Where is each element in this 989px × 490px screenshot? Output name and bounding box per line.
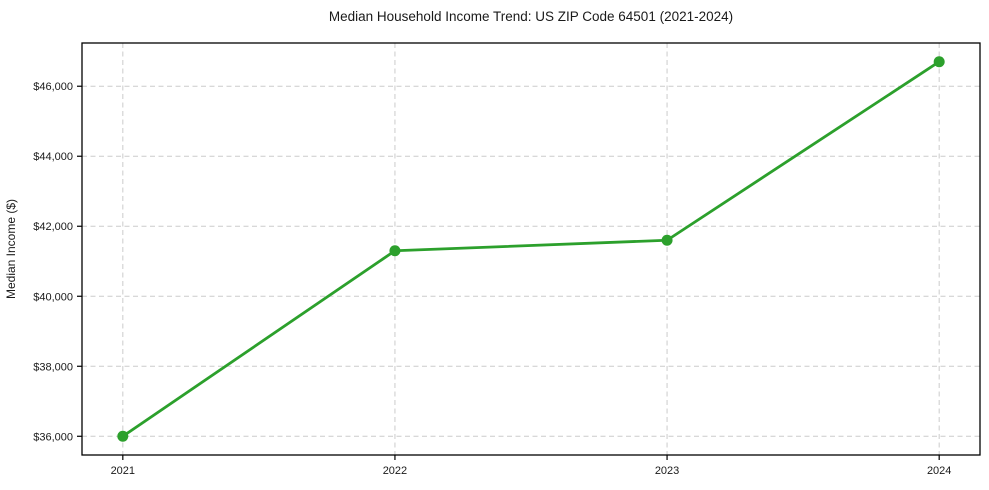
tick-label-layer: 2021 2022 2023 2024 $36,000 $38,000 $40,000 $42… — [33, 81, 951, 477]
y-tick-label: $40,000 — [33, 291, 73, 303]
y-axis-label: Median Income ($) — [4, 199, 18, 299]
data-series-layer — [117, 56, 945, 442]
data-point-marker — [117, 430, 129, 442]
x-tick-label: 2023 — [655, 465, 679, 477]
chart-title: Median Household Income Trend: US ZIP Co… — [329, 9, 733, 24]
grid-layer — [82, 43, 980, 455]
data-point-marker — [389, 245, 401, 257]
y-tick-label: $46,000 — [33, 81, 73, 93]
x-tick-label: 2021 — [111, 465, 135, 477]
plot-border — [81, 42, 981, 456]
y-tick-label: $44,000 — [33, 151, 73, 163]
axes-layer — [77, 42, 981, 460]
y-tick-label: $36,000 — [33, 431, 73, 443]
data-point-marker — [933, 56, 945, 68]
trend-line — [121, 60, 941, 438]
y-tick-label: $38,000 — [33, 361, 73, 373]
data-point-marker — [661, 234, 673, 246]
y-tick-label: $42,000 — [33, 221, 73, 233]
x-tick-label: 2022 — [383, 465, 407, 477]
x-tick-label: 2024 — [927, 465, 951, 477]
